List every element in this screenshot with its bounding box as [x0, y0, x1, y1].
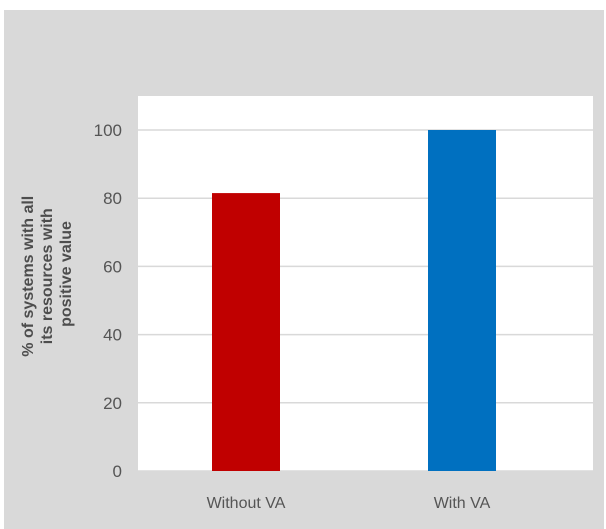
bar-chart: 0 20 40 60 80 100 Without VA With VA % of syst…	[20, 96, 593, 512]
chart-figure: 0 20 40 60 80 100 Without VA With VA % of syst…	[4, 10, 604, 529]
y-tick-label: 40	[103, 326, 122, 345]
y-axis-title-line-1: % of systems with all	[20, 196, 37, 357]
x-category-label: Without VA	[207, 495, 286, 512]
bar-with-va	[428, 130, 496, 471]
y-axis-ticks: 0 20 40 60 80 100	[94, 121, 122, 481]
plot-area	[138, 96, 593, 471]
y-tick-label: 20	[103, 394, 122, 413]
y-axis-title-line-3: positive value	[58, 221, 75, 327]
y-tick-label: 80	[103, 189, 122, 208]
bar-without-va	[212, 193, 280, 471]
y-axis-title-line-2: its resources with	[39, 208, 56, 344]
y-tick-label: 0	[113, 462, 122, 481]
y-tick-label: 60	[103, 257, 122, 276]
y-axis-title: % of systems with all its resources with…	[20, 191, 75, 356]
x-category-label: With VA	[434, 495, 491, 512]
y-tick-label: 100	[94, 121, 122, 140]
x-axis-categories: Without VA With VA	[207, 495, 491, 512]
bars	[212, 130, 496, 471]
